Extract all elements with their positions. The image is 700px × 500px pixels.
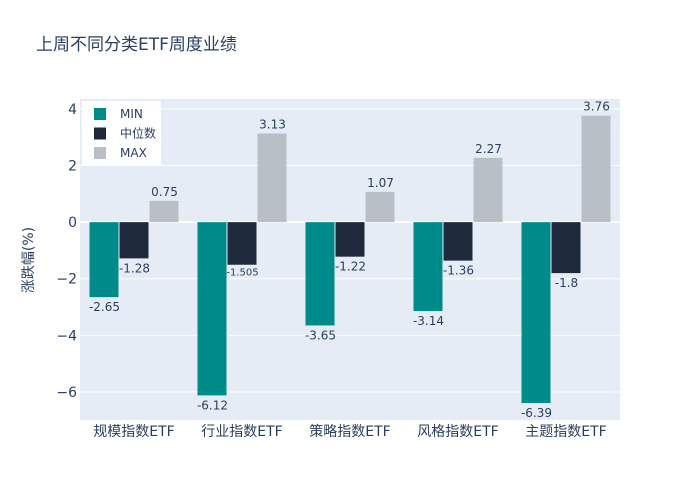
y-tick-label: 2 (68, 159, 77, 175)
data-label: 1.07 (367, 176, 394, 190)
bar[interactable] (89, 222, 119, 298)
data-label: -2.65 (89, 300, 120, 314)
bar[interactable] (305, 222, 335, 326)
y-tick-label: −4 (56, 328, 77, 344)
data-label: -6.39 (521, 406, 552, 420)
legend-swatch (94, 147, 106, 159)
data-labels: -2.65 -1.28 0.75 -6.12 -1.505 3.13 -3.65 -1.22 1… (89, 100, 610, 420)
data-label: -6.12 (197, 398, 228, 412)
data-label: 3.76 (583, 100, 610, 114)
data-label: -3.65 (305, 328, 336, 342)
data-label: -1.22 (335, 260, 366, 274)
bar[interactable] (197, 222, 227, 396)
legend-swatch (94, 127, 106, 140)
bar[interactable] (335, 222, 365, 257)
legend-item[interactable]: MAX (120, 146, 147, 160)
data-label: -1.36 (443, 264, 474, 278)
x-tick-label: 策略指数ETF (309, 423, 390, 440)
bar[interactable] (521, 222, 551, 404)
x-tick-label: 主题指数ETF (525, 424, 606, 440)
bar[interactable] (119, 222, 149, 259)
bar[interactable] (257, 133, 287, 223)
data-label: -1.505 (226, 268, 258, 279)
legend[interactable]: MIN 中位数 MAX (82, 101, 161, 165)
y-tick-label: −2 (56, 272, 77, 288)
bars (89, 115, 611, 404)
data-label: 0.75 (151, 185, 178, 199)
y-tick-label: 0 (68, 215, 77, 231)
legend-swatch (94, 108, 106, 120)
bar[interactable] (443, 222, 473, 261)
data-label: 2.27 (475, 142, 502, 156)
bar[interactable] (581, 115, 611, 223)
x-tick-label: 规模指数ETF (93, 424, 174, 440)
bar[interactable] (149, 200, 179, 223)
data-label: -3.14 (413, 314, 444, 328)
bar[interactable] (365, 191, 395, 223)
y-axis-label: 涨跌幅(%) (21, 227, 37, 293)
chart-title: 上周不同分类ETF周度业绩 (36, 35, 237, 55)
data-label: -1.28 (119, 261, 150, 275)
legend-item[interactable]: MIN (120, 107, 143, 121)
y-tick-label: −6 (56, 385, 77, 401)
bar[interactable] (551, 222, 581, 274)
y-axis-ticks: 4 2 0 −2 −4 −6 (56, 102, 77, 401)
data-label: -1.8 (555, 276, 578, 290)
data-label: 3.13 (259, 118, 286, 132)
legend-item[interactable]: 中位数 (120, 126, 156, 141)
bar[interactable] (413, 222, 443, 312)
bar[interactable] (227, 222, 257, 265)
y-tick-label: 4 (68, 102, 77, 118)
x-tick-label: 行业指数ETF (201, 424, 282, 440)
bar[interactable] (473, 157, 503, 223)
x-axis-ticks: 规模指数ETF 行业指数ETF 策略指数ETF 风格指数ETF 主题指数ETF (93, 423, 606, 440)
x-tick-label: 风格指数ETF (417, 424, 498, 440)
